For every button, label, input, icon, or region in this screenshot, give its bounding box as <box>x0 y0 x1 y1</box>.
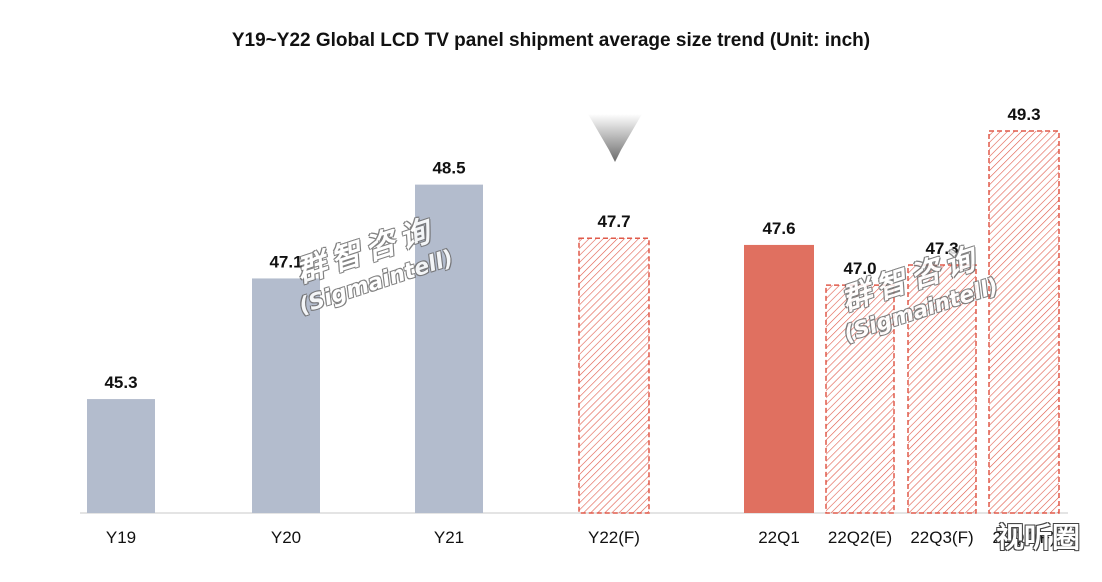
x-tick-label: 22Q2(E) <box>828 528 892 547</box>
data-label: 49.3 <box>1007 105 1040 124</box>
bar-y21 <box>415 184 483 514</box>
data-label: 47.3 <box>925 239 958 258</box>
x-tick-label: Y19 <box>106 528 136 547</box>
bar-22q2-e <box>825 284 895 514</box>
data-label: 48.5 <box>432 159 465 178</box>
down-arrow-icon <box>588 114 642 162</box>
x-tick-label: 22Q3(F) <box>910 528 973 547</box>
data-label: 47.1 <box>269 252 302 271</box>
bar-y19 <box>87 399 155 513</box>
data-label: 47.0 <box>843 259 876 278</box>
chart-title: Y19~Y22 Global LCD TV panel shipment ave… <box>231 30 871 51</box>
data-label: 47.7 <box>597 212 630 231</box>
data-label: 45.3 <box>104 373 137 392</box>
data-label: 47.6 <box>762 219 795 238</box>
x-tick-label: Y21 <box>434 528 464 547</box>
x-tick-label: Y20 <box>271 528 301 547</box>
bar-22q3-f <box>907 264 977 514</box>
bar-y20 <box>252 278 320 513</box>
corner-logo-text: 视听圈 <box>995 521 1080 554</box>
bar-22q1 <box>744 244 814 514</box>
x-tick-label: Y22(F) <box>588 528 640 547</box>
x-tick-label: 22Q1 <box>758 528 800 547</box>
bar-22q4-f <box>988 130 1060 514</box>
bar-y22-f <box>578 237 650 514</box>
x-tick-label: 22Q4(F) <box>992 528 1055 547</box>
